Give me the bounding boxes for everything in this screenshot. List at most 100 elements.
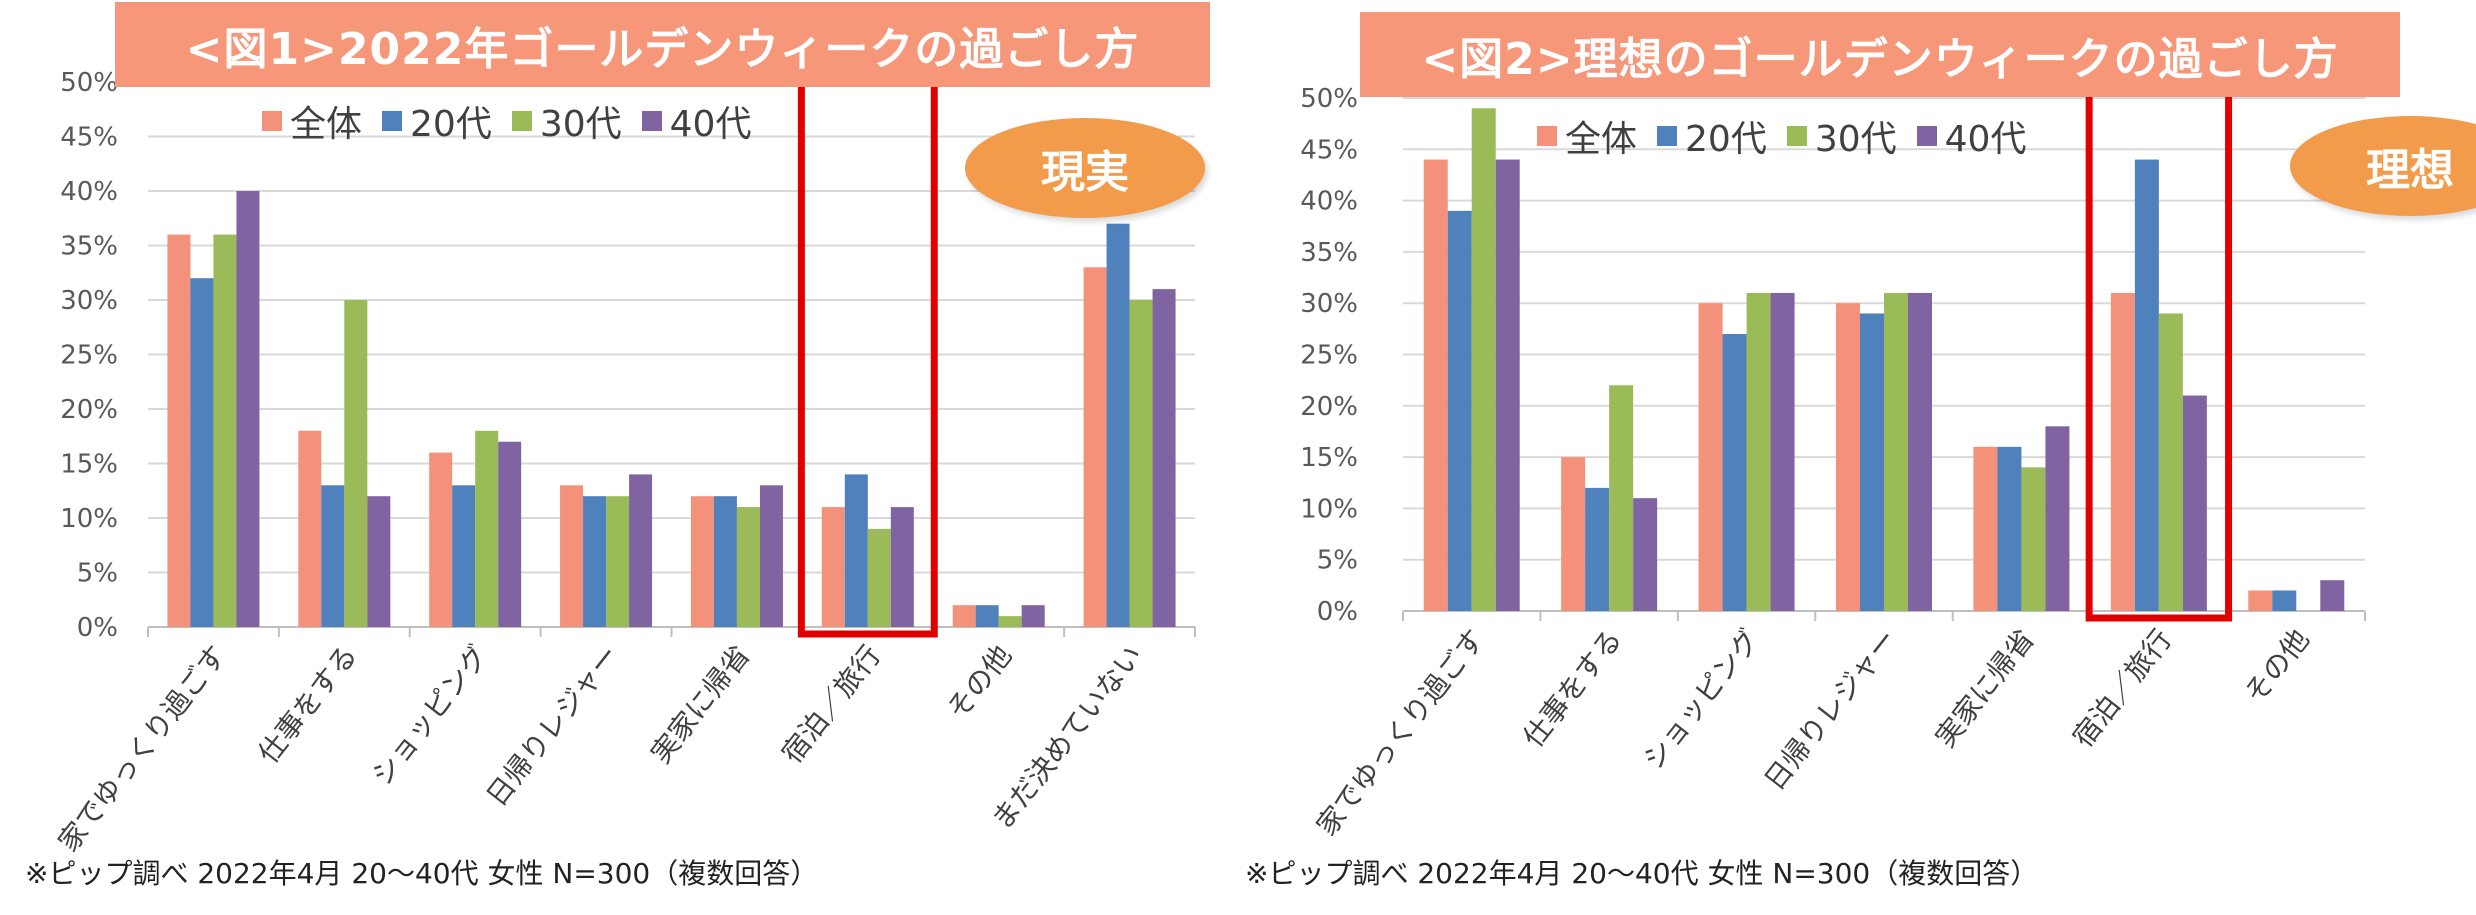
category-label: 日帰りレジャー xyxy=(480,639,626,813)
bar-20代-実家に帰省 xyxy=(713,496,737,627)
bar-全体-日帰りレジャー xyxy=(560,485,584,627)
category-label: 仕事をする xyxy=(252,639,364,770)
bar-全体-実家に帰省 xyxy=(690,496,714,627)
bar-20代-ショッピング xyxy=(452,485,476,627)
bar-全体-宿泊／旅行 xyxy=(821,507,845,627)
bar-30代-日帰りレジャー xyxy=(606,496,630,627)
y-tick-label: 35% xyxy=(60,232,118,262)
bar-40代-実家に帰省 xyxy=(2045,426,2070,611)
bar-30代-その他 xyxy=(998,616,1022,627)
y-tick-label: 10% xyxy=(1300,494,1358,524)
y-tick-label: 30% xyxy=(60,286,118,316)
chart-1-plot: 0% 5% 10% 15% 20% 25% 30% 35% 40% 45% 50% 家でゆっくり過ごす… xyxy=(52,68,1196,858)
y-tick-label: 0% xyxy=(1317,597,1358,627)
chart-panel-2: 0% 5% 10% 15% 20% 25% 30% 35% 40% 45% 50% 家でゆっくり過ごす… xyxy=(1240,0,2476,915)
bar-30代-家でゆっくり過ごす xyxy=(1471,108,1496,611)
bar-全体-実家に帰省 xyxy=(1973,446,1998,611)
chart-1-title: <図1>2022年ゴールデンウィークの過ごし方 xyxy=(115,2,1210,87)
bar-40代-仕事をする xyxy=(367,496,391,627)
y-tick-label: 50% xyxy=(60,68,118,98)
y-tick-label: 20% xyxy=(1300,392,1358,422)
bar-30代-宿泊／旅行 xyxy=(867,528,891,627)
bar-30代-ショッピング xyxy=(1746,292,1771,611)
bar-40代-まだ決めていない xyxy=(1152,289,1176,627)
chart-2-footnote: ※ピップ調べ 2022年4月 20～40代 女性 N=300（複数回答） xyxy=(1245,857,2039,890)
y-tick-label: 10% xyxy=(60,504,118,534)
chart-2-title: <図2>理想のゴールデンウィークの過ごし方 xyxy=(1360,12,2400,97)
category-label: ショッピング xyxy=(1637,623,1766,776)
bar-全体-日帰りレジャー xyxy=(1836,303,1860,611)
category-label: その他 xyxy=(2238,623,2316,710)
category-label: ショッピング xyxy=(365,639,494,792)
bar-全体-その他 xyxy=(2248,590,2273,611)
bar-20代-仕事をする xyxy=(321,485,345,627)
bar-全体-ショッピング xyxy=(1698,303,1723,611)
category-label: 家でゆっくり過ごす xyxy=(52,639,233,858)
bar-全体-家でゆっくり過ごす xyxy=(167,234,191,627)
legend-swatch xyxy=(641,111,662,131)
category-label: 家でゆっくり過ごす xyxy=(1310,623,1491,842)
category-label: 日帰りレジャー xyxy=(1758,623,1904,797)
legend-swatch xyxy=(382,111,403,131)
bar-40代-家でゆっくり過ごす xyxy=(1495,159,1520,611)
bar-40代-日帰りレジャー xyxy=(629,474,653,627)
legend-swatch xyxy=(511,111,532,131)
legend-label: 30代 xyxy=(539,104,622,145)
bar-20代-仕事をする xyxy=(1585,487,1610,611)
bar-40代-その他 xyxy=(1021,605,1045,627)
category-label: 宿泊／旅行 xyxy=(2066,623,2178,754)
bar-30代-宿泊／旅行 xyxy=(2158,313,2183,611)
bar-40代-家でゆっくり過ごす xyxy=(236,191,260,627)
bar-30代-実家に帰省 xyxy=(736,507,760,627)
y-tick-label: 5% xyxy=(1317,546,1358,576)
legend-label: 40代 xyxy=(669,104,752,145)
legend-item: 20代 xyxy=(382,95,492,147)
bar-40代-ショッピング xyxy=(1770,292,1795,611)
y-tick-label: 50% xyxy=(1300,84,1358,114)
legend-item: 40代 xyxy=(1916,110,2027,162)
y-tick-label: 40% xyxy=(60,177,118,207)
bar-全体-仕事をする xyxy=(298,430,322,627)
category-label: 実家に帰省 xyxy=(1929,623,2041,754)
y-tick-label: 35% xyxy=(1300,238,1358,268)
y-tick-label: 45% xyxy=(60,123,118,153)
bar-20代-その他 xyxy=(975,605,999,627)
legend-item: 20代 xyxy=(1657,110,1767,162)
legend-label: 全体 xyxy=(1565,119,1638,160)
bar-20代-家でゆっくり過ごす xyxy=(190,278,214,627)
chart-2-badge: 理想 xyxy=(2290,116,2476,216)
bar-40代-仕事をする xyxy=(1633,498,1658,611)
bar-30代-ショッピング xyxy=(475,430,499,627)
legend-swatch xyxy=(262,111,282,131)
bar-20代-ショッピング xyxy=(1722,333,1747,611)
y-tick-label: 20% xyxy=(60,395,118,425)
bar-40代-その他 xyxy=(2320,580,2345,611)
category-label: 宿泊／旅行 xyxy=(775,639,887,770)
legend-label: 20代 xyxy=(1685,119,1767,160)
y-tick-label: 40% xyxy=(1300,187,1358,217)
legend-label: 40代 xyxy=(1944,119,2027,160)
legend-label: 20代 xyxy=(410,104,492,145)
bar-20代-宿泊／旅行 xyxy=(844,474,868,627)
bar-20代-まだ決めていない xyxy=(1106,223,1130,627)
y-tick-label: 45% xyxy=(1300,135,1358,165)
legend-swatch xyxy=(1916,126,1937,146)
bar-30代-実家に帰省 xyxy=(2021,467,2046,611)
bar-全体-宿泊／旅行 xyxy=(2110,292,2135,611)
category-label: 仕事をする xyxy=(1516,623,1628,754)
bar-全体-仕事をする xyxy=(1561,457,1586,611)
bar-30代-日帰りレジャー xyxy=(1884,292,1908,611)
legend-swatch xyxy=(1657,126,1678,146)
chart-1-footnote: ※ピップ調べ 2022年4月 20～40代 女性 N=300（複数回答） xyxy=(25,857,819,890)
bar-40代-実家に帰省 xyxy=(759,485,783,627)
y-tick-label: 5% xyxy=(77,559,118,589)
legend-item: 全体 xyxy=(1537,110,1637,162)
bar-20代-宿泊／旅行 xyxy=(2134,159,2159,611)
bar-30代-仕事をする xyxy=(344,300,368,627)
legend-swatch xyxy=(1537,126,1557,146)
legend-label: 全体 xyxy=(290,104,363,145)
legend-label: 30代 xyxy=(1814,119,1897,160)
y-tick-label: 15% xyxy=(60,450,118,480)
y-tick-label: 25% xyxy=(1300,341,1358,371)
bar-全体-まだ決めていない xyxy=(1083,267,1107,627)
